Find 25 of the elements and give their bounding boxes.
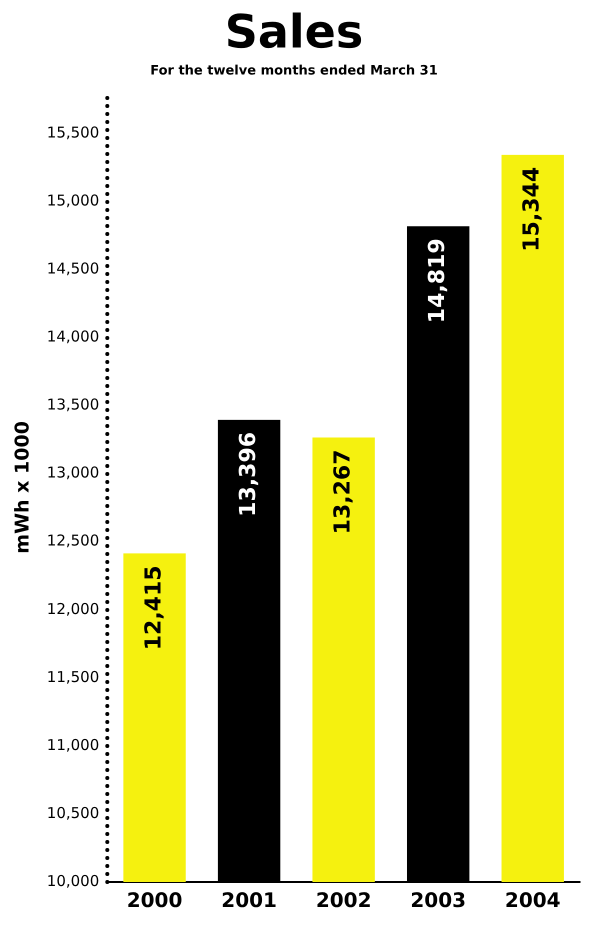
y-tick-label: 12,000: [46, 600, 100, 618]
data-label: 14,819: [424, 238, 450, 324]
chart-title: Sales: [224, 4, 364, 59]
y-tick-label: 15,500: [46, 124, 100, 142]
data-label: 13,396: [236, 432, 261, 517]
y-tick-label: 13,000: [46, 464, 100, 482]
data-label: 12,415: [141, 565, 166, 650]
y-tick-label: 13,500: [46, 396, 100, 414]
data-label: 15,344: [519, 166, 544, 252]
x-tick-label: 2001: [221, 888, 277, 912]
x-tick-label: 2000: [126, 888, 182, 912]
y-tick-label: 14,000: [46, 328, 100, 346]
x-tick-label: 2003: [410, 888, 466, 912]
data-label: 13,267: [330, 449, 356, 534]
x-tick-label: 2002: [316, 888, 372, 912]
chart-subtitle: For the twelve months ended March 31: [150, 63, 438, 78]
y-tick-label: 15,000: [46, 192, 100, 210]
y-tick-label: 11,500: [46, 668, 100, 686]
y-axis-title: mWh x 1000: [11, 421, 34, 554]
y-tick-label: 12,500: [46, 532, 100, 550]
y-tick-label: 10,500: [46, 804, 100, 822]
y-tick-label: 10,000: [46, 872, 100, 890]
y-tick-label: 14,500: [46, 260, 100, 278]
y-tick-label: 11,000: [46, 736, 100, 754]
x-tick-label: 2004: [504, 888, 561, 912]
